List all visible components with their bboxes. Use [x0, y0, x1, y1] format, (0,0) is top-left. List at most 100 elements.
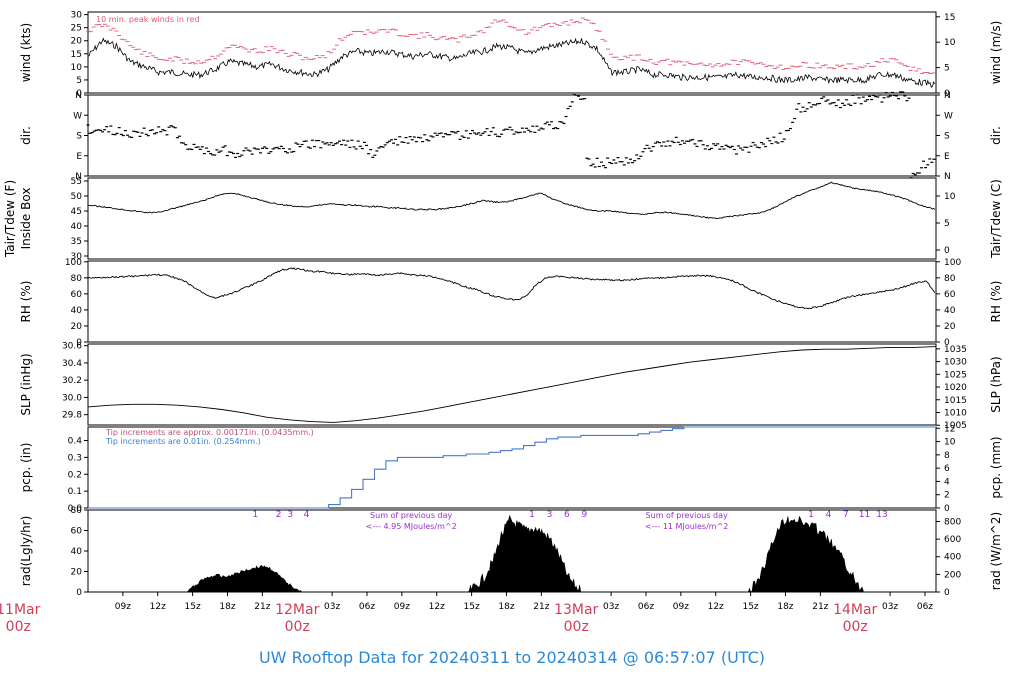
radiation-area: [186, 565, 303, 593]
radiation-hour-marker: 3: [547, 510, 553, 520]
y-tick-label-left: 55: [71, 177, 82, 187]
y-tick-label-left: 30.6: [62, 342, 82, 352]
y-tick-label-right: 5: [944, 219, 950, 229]
radiation-hour-marker: 11: [859, 510, 870, 520]
x-tick-label: 15z: [464, 602, 480, 612]
x-day-label: 12Mar: [275, 602, 319, 618]
precip-coarse-legend: Tip increments are 0.01in. (0.254mm.): [105, 437, 261, 446]
y-tick-label-left: N: [75, 172, 82, 182]
y-tick-label-left: E: [76, 152, 82, 162]
x-day-label: 13Mar: [554, 602, 598, 618]
x-day-label: 11Mar: [0, 602, 41, 618]
y-tick-label-left: 5: [76, 76, 82, 86]
y-tick-label-left: 20: [71, 568, 83, 578]
y-tick-label-right: 1025: [944, 370, 967, 380]
y-tick-label-right: 8: [944, 451, 950, 461]
y-tick-label-left: 60: [71, 527, 83, 537]
y-tick-label-left: 40: [71, 222, 83, 232]
radiation-hour-marker: 1: [808, 510, 814, 520]
panel-frame: [87, 177, 937, 260]
y-tick-label-left: 60: [71, 290, 83, 300]
y-axis-label-right: Tair/Tdew (C): [989, 179, 1003, 259]
y-tick-label-right: 0: [944, 338, 950, 348]
y-tick-label-right: N: [944, 172, 951, 182]
y-tick-label-right: 0: [944, 588, 950, 598]
x-tick-label: 06z: [359, 602, 375, 612]
y-axis-label-left: Tair/Tdew (F): [3, 180, 17, 258]
y-axis-label-left: RH (%): [19, 281, 33, 323]
radiation-hour-marker: 7: [843, 510, 849, 520]
y-tick-label-left: 45: [71, 207, 82, 217]
panel-frame: [87, 94, 937, 177]
y-tick-label-right: 100: [944, 258, 961, 268]
radiation-hour-marker: 1: [253, 510, 259, 520]
radiation-hour-marker: 2: [276, 510, 282, 520]
y-tick-label-right: 0: [944, 504, 950, 514]
x-tick-label: 06z: [917, 602, 933, 612]
radiation-area: [467, 514, 584, 593]
panel-frame: [87, 426, 937, 509]
y-tick-label-right: 12: [944, 424, 955, 434]
y-tick-label-left: 0: [76, 89, 82, 99]
y-tick-label-left: 30: [71, 11, 83, 21]
y-tick-label-right: 5: [944, 64, 950, 74]
x-tick-label: 21z: [533, 602, 549, 612]
x-tick-label: 06z: [638, 602, 654, 612]
y-tick-label-right: 800: [944, 517, 961, 527]
x-tick-label: 03z: [603, 602, 619, 612]
radiation-hour-marker: 3: [287, 510, 293, 520]
y-tick-label-right: 40: [944, 306, 956, 316]
y-axis-label-left: rad(Lgly/hr): [19, 516, 33, 587]
y-tick-label-left: 0.3: [68, 453, 82, 463]
x-tick-label: 12z: [150, 602, 166, 612]
y-tick-label-left: 0: [76, 338, 82, 348]
x-tick-label: 12z: [429, 602, 445, 612]
y-axis-label-left: wind (kts): [19, 23, 33, 82]
chart-title: UW Rooftop Data for 20240311 to 20240314…: [258, 648, 766, 667]
y-tick-label-right: E: [944, 152, 950, 162]
y-tick-label-left: 15: [71, 50, 82, 60]
y-tick-label-right: W: [944, 111, 953, 121]
panel-frame: [87, 260, 937, 343]
radiation-hour-marker: 6: [564, 510, 570, 520]
radiation-hour-marker: 1: [529, 510, 535, 520]
x-tick-label: 09z: [115, 602, 131, 612]
y-tick-label-left: 80: [71, 274, 83, 284]
y-axis-label-left: SLP (inHg): [19, 353, 33, 415]
daily-sum-value: <--- 11 MJoules/m^2: [645, 522, 728, 531]
daily-sum-title: Sum of previous day: [370, 511, 452, 520]
y-tick-label-right: 10: [944, 38, 956, 48]
y-tick-label-left: 0.1: [68, 487, 82, 497]
x-day-label-hour: 00z: [564, 619, 589, 635]
radiation-area: [747, 515, 864, 593]
y-tick-label-right: N: [944, 91, 951, 101]
x-tick-label: 21z: [812, 602, 828, 612]
radiation-hour-marker: 9: [581, 510, 587, 520]
y-tick-label-right: S: [944, 132, 950, 142]
y-tick-label-left: N: [75, 91, 82, 101]
y-tick-label-left: 35: [71, 237, 82, 247]
slp-line: [87, 346, 937, 423]
y-tick-label-left: 0: [76, 588, 82, 598]
y-tick-label-left: 50: [71, 192, 83, 202]
wind-peak-legend: 10 min. peak winds in red: [96, 15, 200, 24]
y-tick-label-right: 6: [944, 464, 950, 474]
y-tick-label-right: 1010: [944, 408, 967, 418]
panel-frame: [87, 343, 937, 426]
y-tick-label-right: 0: [944, 246, 950, 256]
y-tick-label-left: 80: [71, 506, 83, 516]
y-tick-label-right: 600: [944, 535, 961, 545]
panel-frame: [87, 11, 937, 94]
radiation-hour-marker: 4: [304, 510, 310, 520]
y-tick-label-right: 200: [944, 570, 961, 580]
precip-coarse-line: [88, 426, 936, 509]
y-tick-label-right: 2: [944, 491, 950, 501]
y-axis-label-right: RH (%): [989, 281, 1003, 323]
radiation-hour-marker: 13: [876, 510, 887, 520]
x-tick-label: 15z: [185, 602, 201, 612]
y-tick-label-left: W: [73, 111, 82, 121]
rh-line: [87, 267, 936, 310]
y-axis-label-right: wind (m/s): [989, 21, 1003, 85]
y-tick-label-left: S: [76, 132, 82, 142]
x-tick-label: 21z: [254, 602, 270, 612]
